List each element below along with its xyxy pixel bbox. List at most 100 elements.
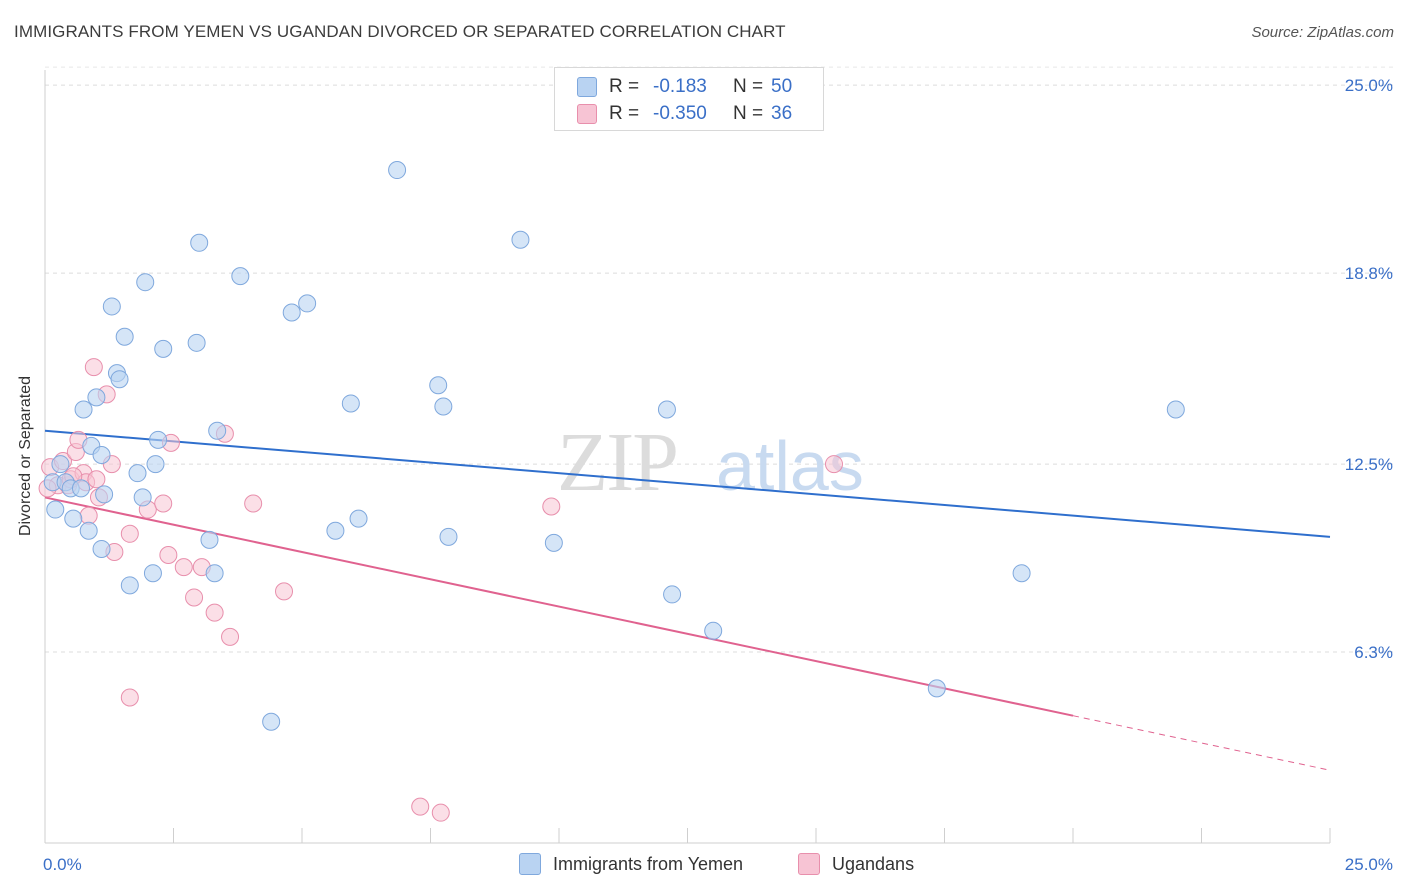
yemen-point	[388, 161, 407, 180]
yemen-point	[110, 370, 129, 389]
ugandans-point	[275, 582, 294, 601]
yemen-swatch	[577, 77, 597, 97]
yemen-point	[92, 539, 111, 558]
ugandans-point	[87, 470, 106, 489]
yemen-point	[79, 521, 98, 540]
bottom-legend-ugandans: Ugandans	[798, 852, 914, 876]
n-value: 36	[771, 103, 793, 124]
yemen-point	[341, 394, 360, 413]
yemen-point	[87, 388, 106, 407]
ugandans-point	[120, 524, 139, 543]
y-tick-label: 12.5%	[1345, 455, 1393, 474]
n-value: 50	[771, 76, 793, 97]
y-tick-label: 18.8%	[1345, 264, 1393, 283]
yemen-point	[326, 521, 345, 540]
ugandans-point	[824, 455, 843, 474]
yemen-point	[128, 464, 147, 483]
ugandans-point	[411, 797, 430, 816]
n-label: N =	[733, 76, 764, 97]
yemen-point	[46, 500, 65, 519]
y-tick-labels: 6.3% 12.5% 18.8% 25.0%	[1345, 76, 1393, 662]
n-label: N =	[733, 103, 764, 124]
chart-title: IMMIGRANTS FROM YEMEN VS UGANDAN DIVORCE…	[14, 22, 786, 41]
ugandans-legend-swatch	[798, 853, 820, 875]
yemen-point	[349, 509, 368, 528]
r-value: -0.350	[653, 103, 707, 124]
yemen-point	[927, 679, 946, 698]
correlation-legend: R = -0.183 N = 50 R = -0.350 N = 36	[554, 67, 824, 131]
r-label: R =	[609, 103, 640, 124]
y-tick-label: 25.0%	[1345, 76, 1393, 95]
yemen-point	[71, 479, 90, 498]
x-tick-labels: 0.0% 25.0%	[43, 855, 1393, 874]
yemen-point	[143, 564, 162, 583]
yemen-point	[511, 230, 530, 249]
ugandans-point	[154, 494, 173, 513]
ugandans-point	[159, 546, 178, 565]
ugandans-point	[431, 803, 450, 822]
yemen-point	[64, 509, 83, 528]
ugandans-point	[84, 358, 103, 377]
yemen-point	[190, 233, 209, 252]
yemen-point	[74, 400, 93, 419]
yemen-point	[187, 333, 206, 352]
source-label: Source: ZipAtlas.com	[1251, 24, 1394, 41]
yemen-point	[149, 430, 168, 449]
yemen-point	[120, 576, 139, 595]
yemen-point	[704, 621, 723, 640]
ugandans-trend-line	[44, 496, 1074, 717]
yemen-point	[154, 339, 173, 358]
trend-lines	[44, 429, 1331, 771]
legend-row-ugandans: R = -0.350 N = 36	[577, 102, 792, 126]
r-label: R =	[609, 76, 640, 97]
ugandans-point	[205, 603, 224, 622]
yemen-point	[429, 376, 448, 395]
yemen-point	[1012, 564, 1031, 583]
ugandans-swatch	[577, 104, 597, 124]
watermark-zip: ZIP	[557, 416, 677, 509]
legend-row-yemen: R = -0.183 N = 50	[577, 75, 792, 99]
x-tick-label: 25.0%	[1345, 855, 1393, 874]
yemen-point	[136, 273, 155, 292]
yemen-point	[439, 527, 458, 546]
yemen-point	[231, 267, 250, 286]
ugandans-point	[185, 588, 204, 607]
yemen-point	[298, 294, 317, 313]
ugandans-trend-extension	[1072, 715, 1331, 771]
y-axis-label: Divorced or Separated	[17, 375, 34, 537]
ugandans-point	[542, 497, 561, 516]
yemen-point	[95, 485, 114, 504]
yemen-legend-label: Immigrants from Yemen	[553, 853, 744, 874]
yemen-point	[115, 327, 134, 346]
yemen-points	[43, 161, 1185, 731]
ugandans-point	[174, 558, 193, 577]
yemen-point	[1166, 400, 1185, 419]
yemen-point	[208, 421, 227, 440]
yemen-trend-line	[44, 429, 1331, 538]
y-tick-label: 6.3%	[1354, 643, 1393, 662]
yemen-point	[51, 455, 70, 474]
ugandans-point	[244, 494, 263, 513]
yemen-point	[133, 488, 152, 507]
gridlines	[45, 66, 1393, 653]
yemen-point	[205, 564, 224, 583]
yemen-point	[544, 533, 563, 552]
bottom-legend-yemen: Immigrants from Yemen	[519, 852, 743, 876]
ugandans-legend-label: Ugandans	[832, 853, 915, 874]
yemen-point	[434, 397, 453, 416]
ugandans-point	[79, 506, 98, 525]
yemen-point	[200, 530, 219, 549]
ugandans-point	[120, 688, 139, 707]
yemen-point	[102, 297, 121, 316]
yemen-point	[657, 400, 676, 419]
yemen-point	[262, 712, 281, 731]
yemen-legend-swatch	[519, 853, 541, 875]
yemen-point	[92, 445, 111, 464]
r-value: -0.183	[653, 76, 707, 97]
yemen-point	[146, 455, 165, 474]
yemen-point	[663, 585, 682, 604]
axes	[44, 70, 1331, 844]
ugandans-point	[221, 627, 240, 646]
x-tick-label: 0.0%	[43, 855, 82, 874]
